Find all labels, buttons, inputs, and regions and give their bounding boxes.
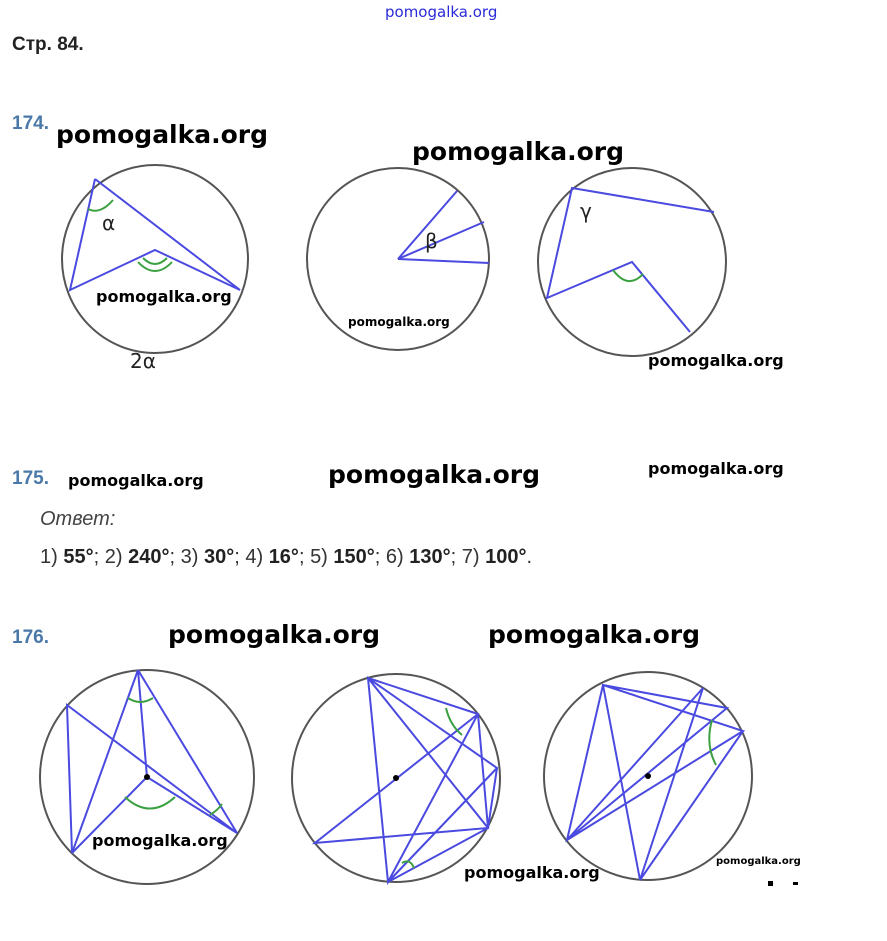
page-header: Стр. 84. [12,34,84,55]
task-175-number: 175. [12,468,49,489]
watermark: pomogalka.org [92,831,228,850]
svg-text:α: α [102,211,115,235]
watermark: pomogalka.org [168,620,381,649]
watermark: pomogalka.org [68,471,204,490]
watermark: pomogalka.org [96,287,232,306]
diagram-176-1 [39,669,255,885]
svg-text:β: β [425,229,438,253]
watermark: pomogalka.org [488,620,701,649]
watermark: pomogalka.org [648,459,784,478]
watermark: pomogalka.org [716,856,801,867]
diagram-174-3: γ [537,167,727,357]
svg-text:2α: 2α [130,349,156,373]
watermark: pomogalka.org [328,460,541,489]
watermark-top[interactable]: pomogalka.org [385,3,498,21]
task-174-number: 174. [12,113,49,134]
dot-mark [768,881,773,886]
answer-line: 1) 55°; 2) 240°; 3) 30°; 4) 16°; 5) 150°… [40,546,533,568]
watermark: pomogalka.org [648,351,784,370]
watermark: pomogalka.org [56,120,269,149]
dot-mark [793,882,798,885]
diagram-176-3 [543,671,753,881]
diagram-174-2: β [306,167,490,351]
svg-text:γ: γ [580,199,592,223]
watermark: pomogalka.org [348,315,450,329]
watermark: pomogalka.org [412,137,625,166]
diagram-176-2 [291,673,501,886]
answer-label: Ответ: [40,508,116,530]
task-176-number: 176. [12,627,49,648]
diagram-174-1: α 2α [61,164,249,373]
watermark: pomogalka.org [464,863,600,882]
